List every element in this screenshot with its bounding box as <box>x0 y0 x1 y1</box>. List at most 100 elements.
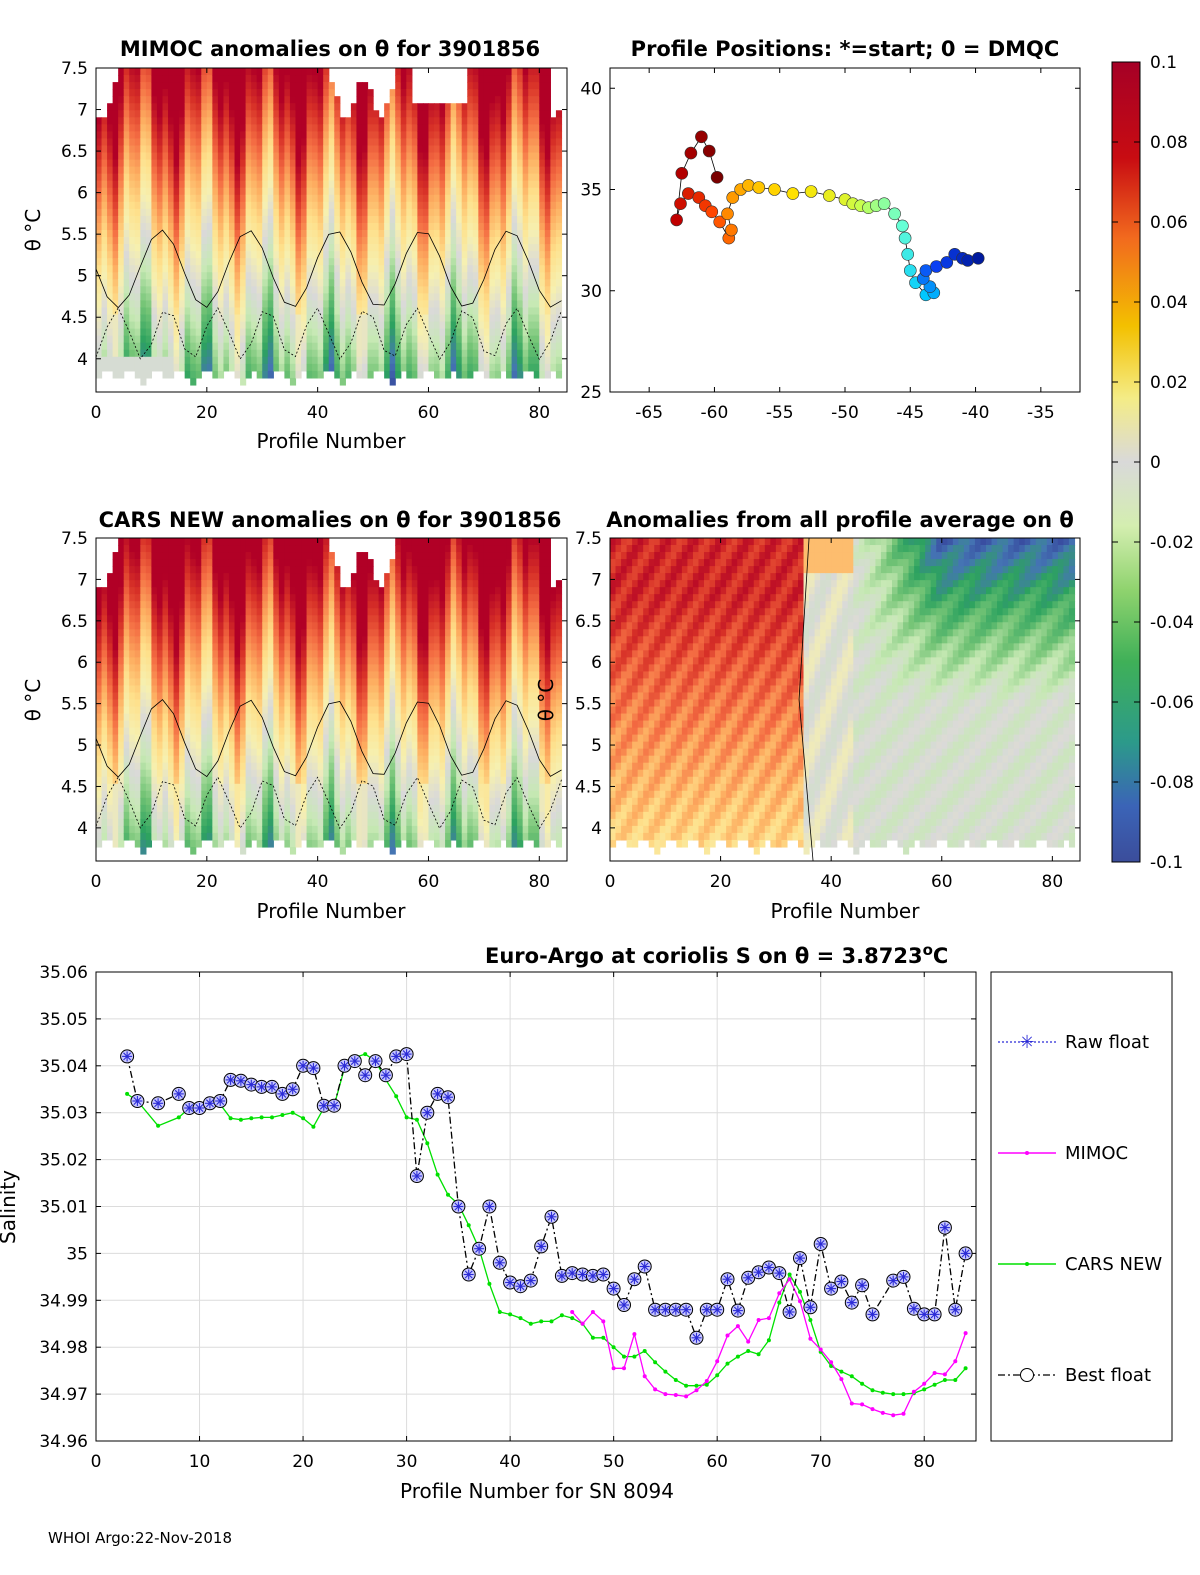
heatmap-cell <box>472 363 479 372</box>
heatmap-cell <box>140 82 147 90</box>
heatmap-cell <box>156 804 164 813</box>
heatmap-cell <box>456 208 463 217</box>
heatmap-cell <box>179 790 186 799</box>
heatmap-cell <box>179 608 186 616</box>
heatmap-cell <box>217 657 225 665</box>
heatmap-cell <box>223 545 230 553</box>
heatmap-cell <box>350 194 358 203</box>
heatmap-cell <box>356 166 363 175</box>
heatmap-cell <box>217 159 225 168</box>
heatmap-cell <box>151 321 158 330</box>
heatmap-cell <box>101 166 108 175</box>
heatmap-cell <box>245 580 252 588</box>
heatmap-cell <box>129 748 136 757</box>
heatmap-cell <box>162 145 169 154</box>
heatmap-cell <box>339 166 346 175</box>
heatmap-cell <box>450 349 457 358</box>
heatmap-cell <box>533 328 540 337</box>
heatmap-cell <box>123 166 130 175</box>
heatmap-cell <box>179 335 186 344</box>
heatmap-cell <box>173 180 180 189</box>
heatmap-cell <box>312 222 319 231</box>
heatmap-cell <box>323 166 330 175</box>
heatmap-cell <box>240 342 247 351</box>
heatmap-cell <box>461 342 468 351</box>
heatmap-cell <box>478 272 485 280</box>
heatmap-cell <box>234 762 241 771</box>
heatmap-cell <box>217 839 225 848</box>
heatmap-cell <box>289 222 297 231</box>
heatmap-cell <box>101 727 108 736</box>
heatmap-cell <box>417 103 424 111</box>
heatmap-cell <box>312 265 319 273</box>
heatmap-cell <box>522 356 529 365</box>
heatmap-cell <box>234 187 241 196</box>
heatmap-cell <box>284 215 291 224</box>
heatmap-cell <box>262 265 269 273</box>
heatmap-cell <box>500 208 507 217</box>
heatmap-cell <box>234 300 241 309</box>
heatmap-cell <box>96 769 103 778</box>
profile-position-point <box>674 197 687 210</box>
heatmap-cell <box>240 187 247 196</box>
heatmap-cell <box>506 349 513 358</box>
heatmap-cell <box>428 201 435 210</box>
heatmap-cell <box>544 370 551 379</box>
heatmap-cell <box>494 286 502 294</box>
heatmap-cell <box>517 307 524 316</box>
heatmap-cell <box>112 363 119 372</box>
heatmap-cell <box>96 685 103 694</box>
heatmap-cell <box>129 636 136 644</box>
heatmap-cell <box>367 230 374 238</box>
heatmap-cell <box>101 194 108 203</box>
heatmap-cell <box>350 258 358 266</box>
heatmap-cell <box>511 75 518 83</box>
profile-position-point <box>903 264 917 277</box>
heatmap-cell <box>395 286 402 294</box>
heatmap-cell <box>223 117 230 125</box>
heatmap-cell <box>262 300 269 309</box>
heatmap-cell <box>251 825 258 834</box>
heatmap-cell <box>544 75 551 83</box>
heatmap-cell <box>367 370 374 379</box>
heatmap-cell <box>190 699 197 708</box>
heatmap-cell <box>190 552 197 560</box>
heatmap-cell <box>400 145 407 154</box>
heatmap-cell <box>184 103 191 111</box>
heatmap-cell <box>228 272 236 280</box>
heatmap-cell <box>312 110 319 118</box>
heatmap-cell <box>190 580 197 588</box>
heatmap-cell <box>273 68 280 76</box>
heatmap-cell <box>134 748 141 757</box>
heatmap-cell <box>201 615 208 623</box>
heatmap-cell <box>240 839 247 848</box>
heatmap-cell <box>367 293 374 302</box>
heatmap-cell <box>289 201 297 210</box>
heatmap-cell <box>411 110 418 118</box>
heatmap-cell <box>107 138 114 147</box>
heatmap-cell <box>112 103 119 111</box>
heatmap-cell <box>107 671 114 680</box>
heatmap-cell <box>306 103 313 111</box>
heatmap-cell <box>400 244 407 252</box>
heatmap-cell <box>190 342 197 351</box>
heatmap-cell <box>544 208 551 217</box>
heatmap-cell <box>96 643 103 651</box>
heatmap-cell <box>373 342 380 351</box>
heatmap-cell <box>129 769 136 778</box>
heatmap-cell <box>301 307 308 316</box>
heatmap-cell <box>533 124 540 132</box>
heatmap-cell <box>156 643 164 651</box>
heatmap-cell <box>223 657 230 665</box>
heatmap-cell <box>140 166 147 175</box>
heatmap-cell <box>101 335 108 344</box>
heatmap-cell <box>256 237 263 245</box>
heatmap-cell <box>289 244 297 252</box>
heatmap-cell <box>251 678 258 687</box>
heatmap-cell <box>140 825 147 834</box>
heatmap-cell <box>134 566 141 574</box>
heatmap-cell <box>151 825 158 834</box>
heatmap-cell <box>323 272 330 280</box>
heatmap-cell <box>251 573 258 581</box>
heatmap-cell <box>173 89 180 97</box>
